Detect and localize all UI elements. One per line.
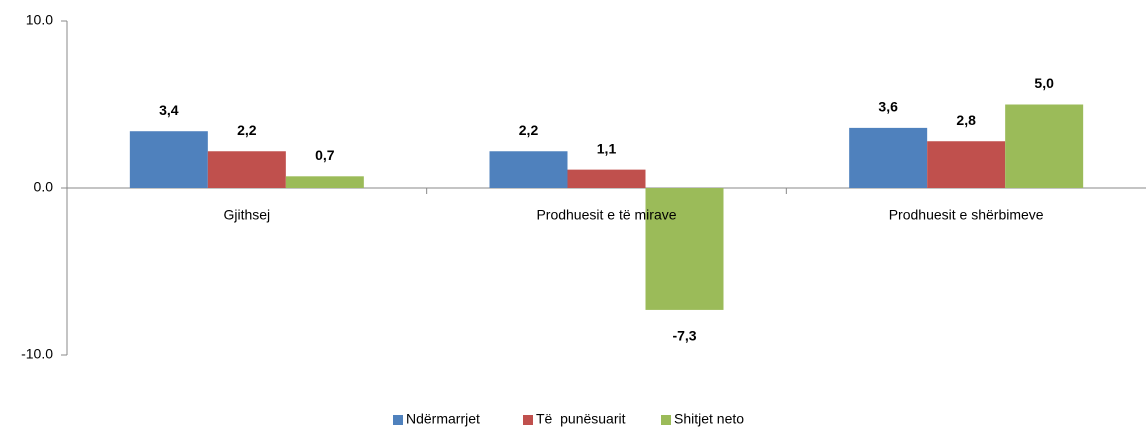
bar	[927, 141, 1006, 188]
bar	[129, 131, 208, 188]
data-label: 1,1	[597, 140, 617, 156]
data-label: 3,4	[159, 102, 179, 118]
data-label: 3,6	[878, 99, 898, 115]
data-label: -7,3	[672, 328, 696, 344]
data-label: 0,7	[315, 147, 335, 163]
legend-label: Ndërmarrjet	[406, 411, 480, 427]
legend-swatch	[393, 415, 403, 425]
x-tick-label: Prodhuesit e shërbimeve	[889, 207, 1044, 223]
x-tick-label: Prodhuesit e të mirave	[536, 207, 676, 223]
legend-label: Shitjet neto	[674, 411, 744, 427]
legend-label: Të punësuarit	[536, 411, 626, 427]
y-tick-label: 10.0	[26, 12, 53, 28]
bar	[645, 188, 724, 310]
x-tick-label: Gjithsej	[223, 207, 270, 223]
bar	[567, 169, 646, 188]
legend-swatch	[523, 415, 533, 425]
data-label: 2,2	[519, 122, 539, 138]
data-label: 2,8	[956, 112, 976, 128]
bar	[489, 151, 568, 188]
bar	[1005, 104, 1084, 188]
bar	[285, 176, 364, 188]
bar	[849, 127, 928, 188]
y-tick-label: 0.0	[34, 179, 54, 195]
legend-swatch	[661, 415, 671, 425]
bar	[207, 151, 286, 188]
data-label: 2,2	[237, 122, 257, 138]
data-label: 5,0	[1034, 75, 1054, 91]
y-tick-label: -10.0	[21, 346, 53, 362]
